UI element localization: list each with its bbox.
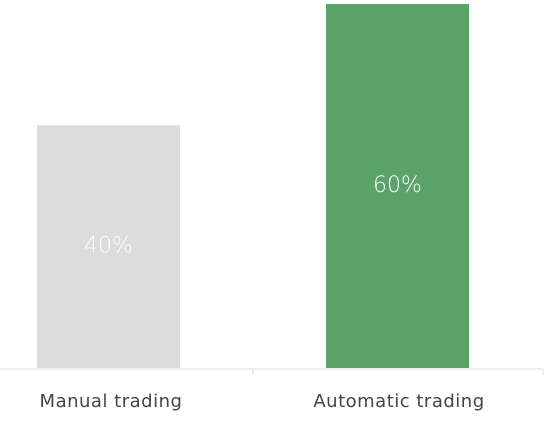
- bar-manual-trading: [37, 125, 180, 368]
- tick-labels-layer: Manual trading Automatic trading: [40, 391, 485, 412]
- x-tick-label: Automatic trading: [313, 391, 484, 412]
- bars-layer: [37, 4, 469, 368]
- bar-automatic-trading: [326, 4, 469, 368]
- labels-layer: 40% 60%: [84, 173, 422, 259]
- data-label: 60%: [373, 173, 422, 198]
- data-label: 40%: [84, 234, 133, 259]
- x-tick-label: Manual trading: [40, 391, 183, 412]
